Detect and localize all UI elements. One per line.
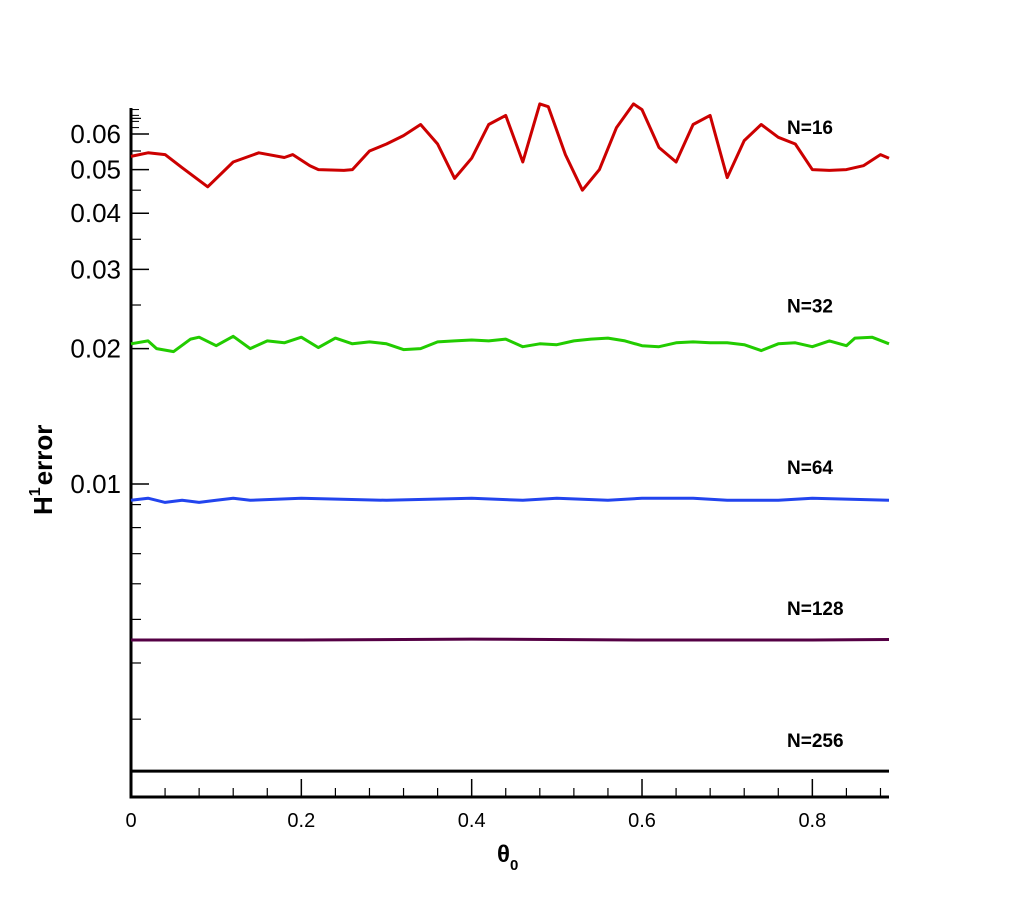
x-tick-label-0: 0 (125, 810, 136, 832)
series-label-1: N=32 (787, 296, 833, 317)
axes: 0.06 0.05 0.04 0.03 0.02 0.01 0 0.2 0.4 0.6 0.8 (70, 108, 889, 832)
x-axis-title-main: θ (497, 841, 510, 868)
x-tick-label-3: 0.6 (628, 810, 656, 832)
label-layer: N=16 N=32 N=64 N=128 N=256 (787, 118, 844, 752)
series-line-0 (130, 102, 890, 192)
series-layer (130, 102, 890, 773)
y-tick-label-1: 0.05 (70, 155, 121, 185)
x-tick-label-2: 0.4 (458, 810, 486, 832)
y-tick-label-4: 0.02 (70, 334, 121, 364)
x-tick-label-1: 0.2 (287, 810, 315, 832)
series-label-4: N=256 (787, 731, 844, 752)
y-tick-label-5: 0.01 (70, 469, 121, 499)
y-axis-title-main: H (28, 496, 58, 515)
y-axis-title: H1error (27, 425, 58, 515)
x-axis-title-sub: 0 (510, 857, 518, 874)
series-line-1 (130, 334, 890, 354)
y-axis-title-sup: 1 (27, 487, 44, 496)
series-line-3 (131, 637, 890, 642)
y-tick-label-3: 0.03 (70, 254, 121, 284)
x-tick-label-4: 0.8 (798, 810, 826, 832)
series-label-0: N=16 (787, 118, 833, 139)
y-tick-label-2: 0.04 (70, 198, 121, 228)
y-axis-title-rest: error (28, 425, 58, 486)
series-label-2: N=64 (787, 458, 833, 479)
series-label-3: N=128 (787, 599, 844, 620)
series-line-2 (130, 496, 890, 504)
x-axis-title: θ0 (497, 841, 518, 874)
y-tick-label-0: 0.06 (70, 119, 121, 149)
